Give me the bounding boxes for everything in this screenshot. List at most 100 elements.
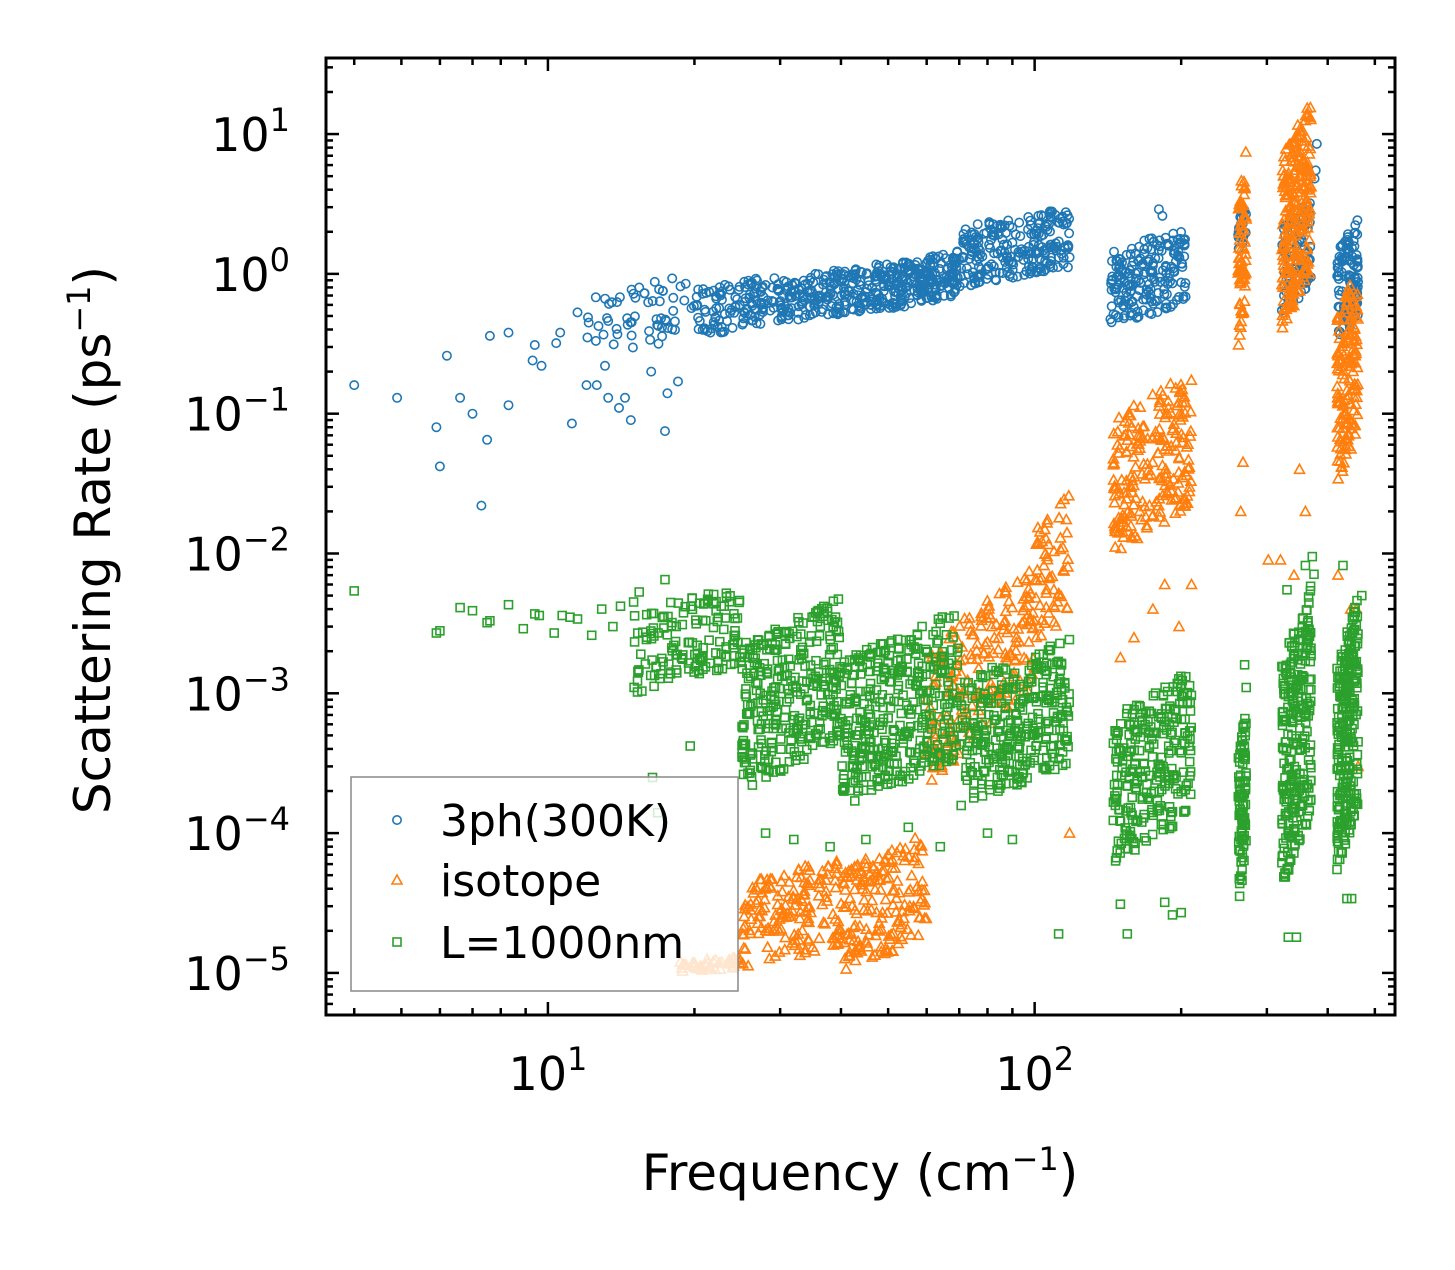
data-point-circle [997, 252, 1008, 263]
data-point-square [1240, 777, 1251, 788]
data-point-square [872, 774, 882, 785]
data-point-square [861, 834, 871, 845]
data-point-circle [1045, 207, 1056, 218]
data-point-triangle [1061, 560, 1075, 572]
data-point-circle [611, 297, 622, 308]
data-point-triangle [1233, 263, 1247, 276]
data-point-triangle [1283, 292, 1297, 304]
data-point-triangle [985, 619, 999, 632]
data-point-square [1281, 789, 1292, 799]
data-point-circle [799, 312, 810, 323]
data-point-triangle [819, 890, 833, 903]
data-point-square [895, 770, 905, 781]
data-point-circle [1141, 284, 1152, 295]
data-point-circle [1109, 246, 1120, 257]
data-point-circle [918, 276, 929, 287]
data-point-triangle [1164, 439, 1178, 452]
data-point-triangle [1167, 472, 1180, 484]
data-point-square [819, 608, 830, 619]
data-point-circle [1132, 291, 1143, 302]
data-point-triangle [1168, 492, 1182, 504]
data-point-square [1171, 772, 1181, 782]
data-point-triangle [799, 903, 813, 916]
data-point-square [1108, 797, 1119, 807]
data-point-square [831, 625, 842, 636]
data-point-triangle [891, 915, 904, 927]
data-point-circle [989, 230, 1000, 241]
data-point-circle [717, 327, 728, 338]
data-point-triangle [856, 882, 869, 894]
data-point-triangle [1108, 496, 1121, 508]
data-point-triangle [738, 942, 752, 954]
data-point-triangle [912, 856, 925, 869]
data-point-circle [850, 264, 861, 275]
data-point-square [1238, 792, 1248, 803]
data-point-triangle [868, 873, 882, 886]
data-point-triangle [1183, 480, 1196, 492]
data-point-square [994, 764, 1005, 775]
data-point-square [687, 604, 698, 615]
data-point-square [1137, 772, 1148, 783]
data-point-square [818, 679, 829, 690]
data-point-square [917, 621, 927, 632]
data-point-circle [804, 275, 815, 286]
data-point-triangle [798, 884, 811, 896]
data-point-triangle [1336, 464, 1349, 477]
data-point-square [629, 610, 640, 621]
data-point-triangle [958, 611, 971, 624]
data-point-triangle [873, 852, 886, 864]
data-point-triangle [799, 943, 812, 955]
data-point-square [747, 748, 758, 758]
data-point-triangle [1286, 264, 1300, 277]
data-point-circle [751, 281, 762, 292]
data-point-square [797, 723, 808, 734]
data-point-triangle [827, 938, 840, 950]
data-point-circle [813, 293, 824, 304]
data-point-triangle [1303, 233, 1316, 245]
data-point-circle [625, 415, 636, 426]
data-point-circle [1168, 228, 1179, 239]
data-point-square [1061, 758, 1071, 769]
data-point-triangle [920, 911, 933, 924]
data-point-triangle [814, 873, 828, 885]
data-point-circle [630, 292, 641, 303]
data-point-triangle [830, 854, 843, 867]
data-point-triangle [1156, 458, 1169, 471]
data-point-triangle [1290, 249, 1304, 262]
data-point-triangle [1172, 619, 1186, 632]
data-point-square [1051, 717, 1062, 727]
data-point-triangle [785, 909, 798, 922]
data-point-square [1134, 712, 1145, 723]
data-point-triangle [1126, 531, 1139, 543]
data-point-triangle [874, 883, 887, 895]
data-point-triangle [1060, 600, 1074, 613]
data-point-circle [1171, 294, 1182, 305]
data-point-square [752, 715, 763, 726]
data-point-square [1293, 655, 1303, 665]
data-point-circle [590, 292, 601, 303]
data-point-triangle [1153, 505, 1167, 517]
data-point-circle [968, 243, 979, 254]
data-point-square [838, 784, 849, 794]
data-point-triangle [1239, 145, 1253, 157]
data-point-square [802, 694, 813, 705]
data-point-triangle [750, 883, 764, 895]
y-tick-label: 10−2 [184, 520, 290, 581]
data-point-triangle [1051, 595, 1064, 607]
data-point-circle [1179, 238, 1190, 249]
data-point-square [1147, 829, 1158, 840]
data-point-square [1284, 755, 1295, 766]
data-point-circle [1177, 261, 1188, 272]
data-point-triangle [1289, 225, 1303, 238]
data-point-triangle [1108, 489, 1122, 501]
data-point-triangle [1127, 398, 1141, 411]
data-point-square [860, 744, 870, 754]
data-point-square [1155, 768, 1165, 779]
data-point-square [1138, 813, 1149, 823]
data-point-square [923, 653, 934, 664]
data-point-square [948, 750, 959, 761]
data-point-triangle [857, 903, 871, 915]
data-point-square [762, 668, 773, 679]
data-point-triangle [1152, 399, 1166, 411]
data-point-square [1234, 891, 1245, 902]
